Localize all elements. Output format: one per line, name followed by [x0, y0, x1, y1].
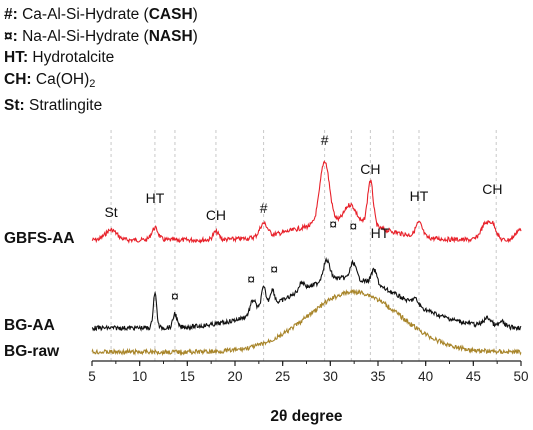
x-tick-label: 25 [275, 369, 290, 384]
legend-text: Ca-Al-Si-Hydrate ( [22, 6, 149, 23]
peak-label: HT [410, 188, 429, 204]
peak-label: ¤ [270, 261, 278, 277]
peak-label: ¤ [349, 218, 357, 234]
legend-line-ch: CH: Ca(OH)2 [4, 69, 198, 96]
series-label: GBFS-AA [4, 230, 75, 247]
legend-text: Hydrotalcite [32, 49, 115, 66]
series-label: BG-AA [4, 317, 55, 334]
peak-label: ¤ [329, 216, 337, 232]
x-tick-label: 5 [88, 369, 96, 384]
series-line-bg-aa [91, 256, 522, 332]
x-tick-label: 15 [180, 369, 195, 384]
peak-label: ¤ [247, 271, 255, 287]
legend-symbol: HT: [4, 49, 29, 66]
legend-bold: NASH [148, 27, 193, 45]
x-tick-label: 30 [323, 369, 338, 384]
legend-tail: ) [192, 6, 198, 23]
legend-bold: CASH [148, 6, 193, 23]
legend-text: Stratlingite [28, 97, 103, 114]
peak-label: CH [482, 181, 502, 197]
peak-label: # [321, 132, 329, 148]
labels: GBFS-AA BG-AA BG-raw St HT CH # # CH HT CH ¤ ¤ HT ¤ ¤ ¤ [4, 132, 503, 360]
x-tick-label: 45 [466, 369, 481, 384]
x-tick-label: 40 [418, 369, 433, 384]
legend-line-cash: #: Ca-Al-Si-Hydrate (CASH) [4, 4, 198, 26]
series-label: BG-raw [4, 343, 60, 360]
legend-subscript: 2 [89, 77, 96, 90]
legend: #: Ca-Al-Si-Hydrate (CASH) ¤: Na-Al-Si-H… [4, 4, 198, 117]
peak-label: CH [206, 207, 226, 223]
series-lines [91, 160, 522, 357]
peak-label: ¤ [171, 288, 179, 304]
x-tick-label: 35 [370, 369, 385, 384]
legend-tail: ) [192, 27, 198, 45]
series-line-bg-raw [91, 288, 522, 357]
peak-label: St [104, 204, 117, 220]
legend-symbol: #: [4, 6, 18, 23]
peak-label: CH [360, 161, 380, 177]
legend-line-st: St: Stratlingite [4, 95, 198, 117]
x-tick-label: 10 [132, 369, 147, 384]
reference-lines [110, 130, 497, 361]
x-tick-label: 50 [513, 369, 528, 384]
legend-symbol: CH: [4, 70, 32, 88]
legend-text: Na-Al-Si-Hydrate ( [22, 27, 149, 45]
series-line-gbfs-aa [91, 160, 522, 244]
legend-line-hydrotalcite: HT: Hydrotalcite [4, 47, 198, 69]
legend-symbol: St: [4, 97, 25, 114]
peak-label: # [260, 200, 268, 216]
x-axis-title: 2θ degree [270, 408, 343, 425]
legend-line-nash: ¤: Na-Al-Si-Hydrate (NASH) [4, 26, 198, 48]
legend-text: Ca(OH) [35, 70, 90, 88]
peak-label: HT [146, 190, 165, 206]
x-axis: 5 10 15 20 25 30 35 40 45 50 2θ degree [88, 360, 529, 425]
legend-symbol: ¤: [4, 27, 18, 45]
peak-label: HT [371, 225, 390, 241]
x-tick-label: 20 [227, 369, 242, 384]
